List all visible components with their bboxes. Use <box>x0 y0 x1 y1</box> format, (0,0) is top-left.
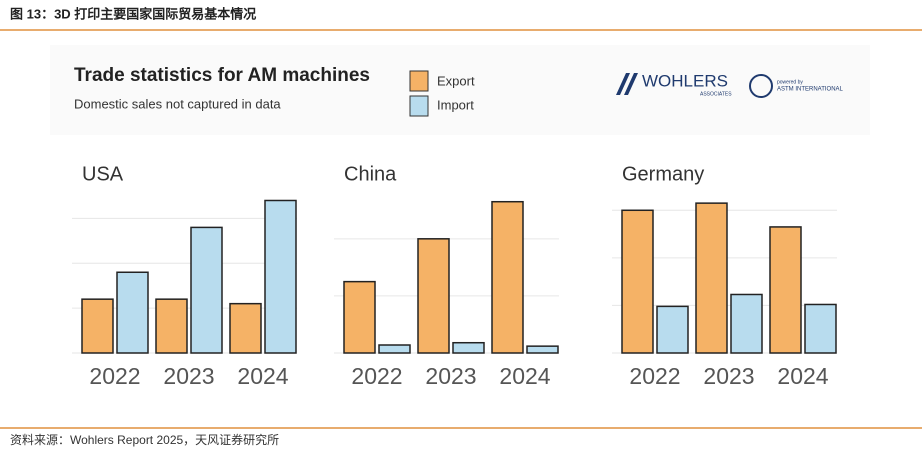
source: 资料来源：Wohlers Report 2025，天风证券研究所 <box>10 432 279 447</box>
bar <box>264 199 297 354</box>
legend-label: Import <box>437 97 474 112</box>
legend-swatch <box>409 70 429 92</box>
legend-label: Export <box>437 73 475 88</box>
bar <box>155 298 188 354</box>
x-tick-label: 2023 <box>425 363 476 389</box>
bar <box>417 238 450 354</box>
panel-subtitle: Domestic sales not captured in data <box>74 96 281 111</box>
bar <box>116 271 149 354</box>
figure-title: 图 13：3D 打印主要国家国际贸易基本情况 <box>10 6 256 21</box>
logo-text: WOHLERS <box>642 71 728 90</box>
x-tick-label: 2023 <box>703 363 754 389</box>
bar <box>491 200 524 354</box>
x-tick-label: 2022 <box>629 363 680 389</box>
bar <box>656 305 689 354</box>
chart-title: Germany <box>622 163 704 185</box>
x-tick-label: 2024 <box>499 363 550 389</box>
astm-top: powered by <box>777 79 803 85</box>
x-tick-label: 2022 <box>89 363 140 389</box>
logo-mark <box>616 73 638 95</box>
bar <box>378 344 411 354</box>
bar <box>804 303 837 354</box>
bar <box>452 341 485 354</box>
bar <box>81 298 114 354</box>
x-tick-label: 2022 <box>351 363 402 389</box>
bar <box>190 226 223 354</box>
chart-title: China <box>344 163 397 185</box>
bar <box>526 345 559 354</box>
legend-swatch <box>409 95 429 117</box>
panel-title: Trade statistics for AM machines <box>74 65 370 86</box>
bar <box>695 202 728 354</box>
x-tick-label: 2023 <box>163 363 214 389</box>
astm-text: ASTM INTERNATIONAL <box>777 87 844 93</box>
chart-title: USA <box>82 163 124 185</box>
panel-bg <box>50 45 870 135</box>
bar <box>229 302 262 354</box>
bar <box>343 280 376 354</box>
bar <box>621 209 654 354</box>
x-tick-label: 2024 <box>237 363 288 389</box>
astm-mark <box>749 74 773 98</box>
logo-sub: ASSOCIATES <box>700 91 732 97</box>
bar <box>730 293 763 354</box>
x-tick-label: 2024 <box>777 363 828 389</box>
bar <box>769 226 802 354</box>
